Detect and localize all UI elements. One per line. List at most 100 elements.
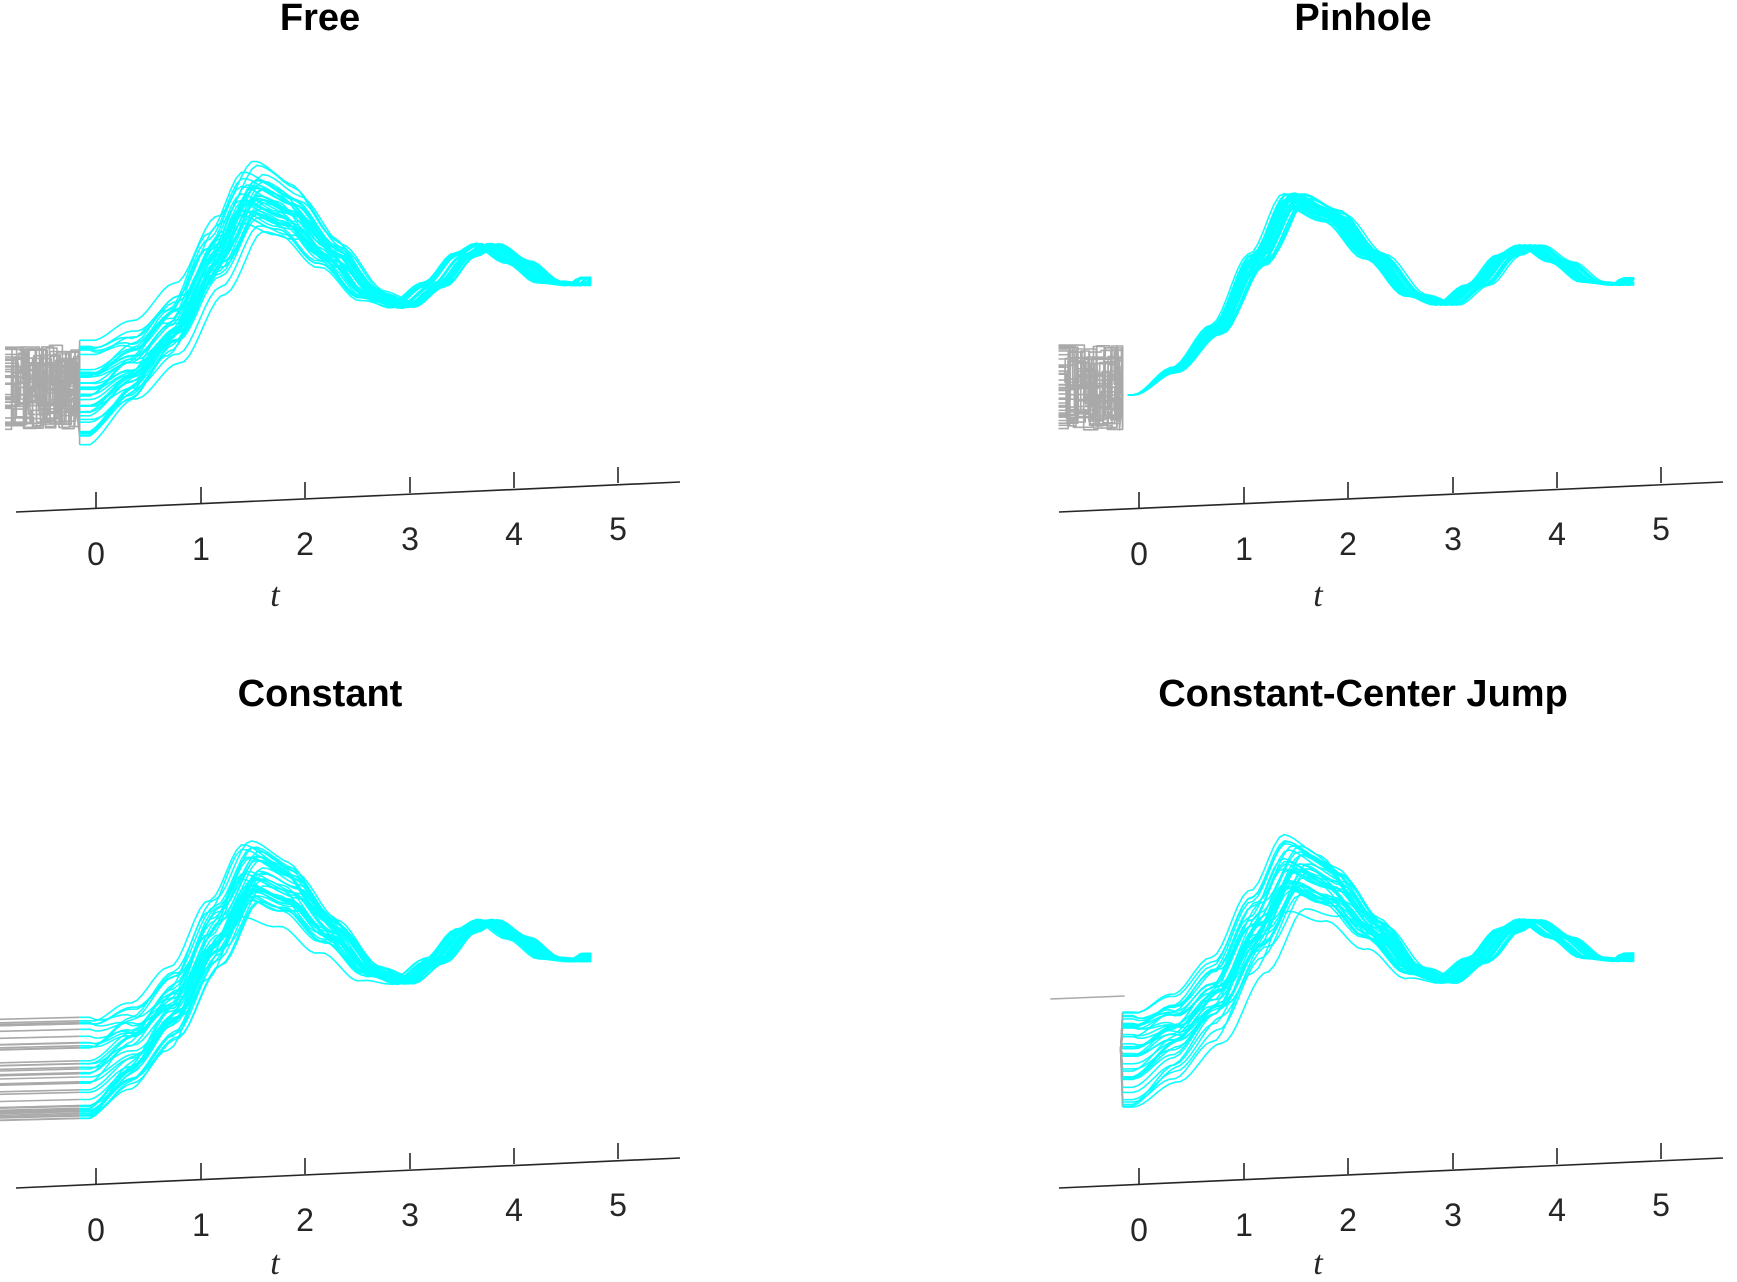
trajectory-line	[79, 844, 592, 1022]
trajectory-line	[79, 885, 592, 1078]
x-axis-line	[15, 1157, 681, 1189]
trajectory-line	[1127, 203, 1635, 396]
x-tick-label: 0	[87, 1212, 105, 1248]
trajectory-line	[1127, 194, 1635, 396]
trajectory-line	[1122, 888, 1635, 1039]
history-line	[0, 1022, 80, 1027]
x-tick-label: 2	[296, 526, 314, 562]
history-lines	[0, 1016, 80, 1122]
trajectory-line	[1127, 205, 1635, 396]
trajectory-line	[79, 846, 592, 1049]
trajectory-line	[79, 878, 592, 1032]
history-line	[0, 1063, 80, 1067]
x-ticks: 0 1 2 3 4 5	[87, 1143, 627, 1248]
x-tick-label: 5	[609, 1187, 627, 1223]
history-line	[5, 364, 81, 425]
trajectory-line	[1127, 192, 1635, 396]
history-line	[0, 1076, 80, 1080]
trajectory-line	[1127, 196, 1635, 396]
trajectory-line	[1127, 195, 1635, 396]
trajectory-line	[1127, 204, 1635, 396]
trajectory-line	[1127, 204, 1635, 396]
trajectory-line	[79, 916, 592, 1117]
trajectory-line	[79, 885, 592, 1045]
trajectory-line	[79, 199, 592, 407]
trajectory-lines	[79, 160, 592, 446]
panel-title: Pinhole	[1294, 0, 1431, 39]
x-tick-label: 5	[1652, 511, 1670, 547]
x-ticks: 0 1 2 3 4 5	[1130, 1143, 1670, 1248]
trajectory-line	[79, 879, 592, 1021]
x-tick-label: 4	[1548, 1192, 1566, 1228]
trajectory-line	[1127, 198, 1635, 396]
history-line	[0, 1098, 80, 1103]
trajectory-line	[1127, 205, 1635, 396]
trajectory-line	[1127, 192, 1635, 396]
x-tick-label: 0	[1130, 1212, 1148, 1248]
history-line	[1058, 344, 1124, 430]
trajectory-line	[1122, 886, 1635, 1030]
trajectory-line	[79, 859, 592, 1110]
history-line	[0, 1114, 80, 1119]
x-axis-line	[1058, 481, 1724, 513]
trajectory-line	[1127, 199, 1635, 396]
panel-title: Constant-Center Jump	[1158, 673, 1568, 715]
trajectory-line	[1127, 193, 1635, 396]
history-line	[5, 351, 81, 424]
trajectory-line	[1127, 201, 1635, 396]
x-axis-label: t	[1313, 577, 1324, 614]
trajectory-line	[79, 209, 592, 407]
history-lines	[1058, 344, 1124, 431]
panel-pinhole: Pinhole 0 1 2 3 4 5 t	[1058, 0, 1724, 614]
trajectory-line	[1122, 880, 1635, 1037]
trajectory-line	[1127, 198, 1635, 396]
trajectory-line	[79, 173, 592, 349]
trajectory-line	[1127, 199, 1635, 396]
trajectory-line	[79, 231, 592, 421]
trajectory-line	[79, 877, 592, 1117]
history-line	[1058, 356, 1124, 424]
x-tick-label: 2	[1339, 1202, 1357, 1238]
history-line	[0, 1045, 80, 1049]
x-axis-line	[15, 481, 681, 513]
history-line	[0, 1068, 80, 1072]
trajectory-line	[79, 187, 592, 435]
history-line	[0, 1020, 80, 1024]
history-line	[0, 1072, 80, 1077]
history-line	[0, 1060, 80, 1064]
trajectory-line	[1127, 194, 1635, 396]
trajectory-lines	[79, 840, 592, 1120]
history-center-line	[1050, 995, 1125, 1000]
trajectory-lines	[1127, 192, 1635, 396]
trajectory-line	[79, 214, 592, 396]
history-line	[1119, 1048, 1124, 1107]
trajectory-line	[1122, 871, 1635, 1106]
trajectory-line	[1127, 206, 1635, 396]
trajectory-line	[79, 186, 592, 433]
trajectory-line	[1122, 872, 1635, 1065]
trajectory-line	[79, 848, 592, 1084]
x-tick-label: 3	[401, 1197, 419, 1233]
history-line	[0, 1109, 80, 1114]
x-tick-label: 5	[609, 511, 627, 547]
x-tick-label: 1	[192, 1207, 210, 1243]
trajectory-line	[1127, 198, 1635, 396]
trajectory-line	[1127, 204, 1635, 396]
trajectory-line	[79, 892, 592, 1039]
history-line	[0, 1105, 80, 1109]
history-line	[0, 1081, 80, 1085]
x-axis-line	[1058, 1157, 1724, 1189]
history-line	[0, 1110, 80, 1115]
trajectory-line	[79, 179, 592, 378]
history-line	[1058, 357, 1124, 422]
trajectory-line	[1127, 193, 1635, 396]
trajectory-line	[1127, 203, 1635, 396]
trajectory-line	[1127, 196, 1635, 396]
history-line	[0, 1066, 80, 1071]
history-line	[1058, 370, 1124, 429]
x-tick-label: 4	[505, 516, 523, 552]
trajectory-line	[79, 860, 592, 1065]
history-line	[0, 1016, 80, 1021]
history-line	[0, 1046, 80, 1051]
x-tick-label: 0	[87, 536, 105, 572]
